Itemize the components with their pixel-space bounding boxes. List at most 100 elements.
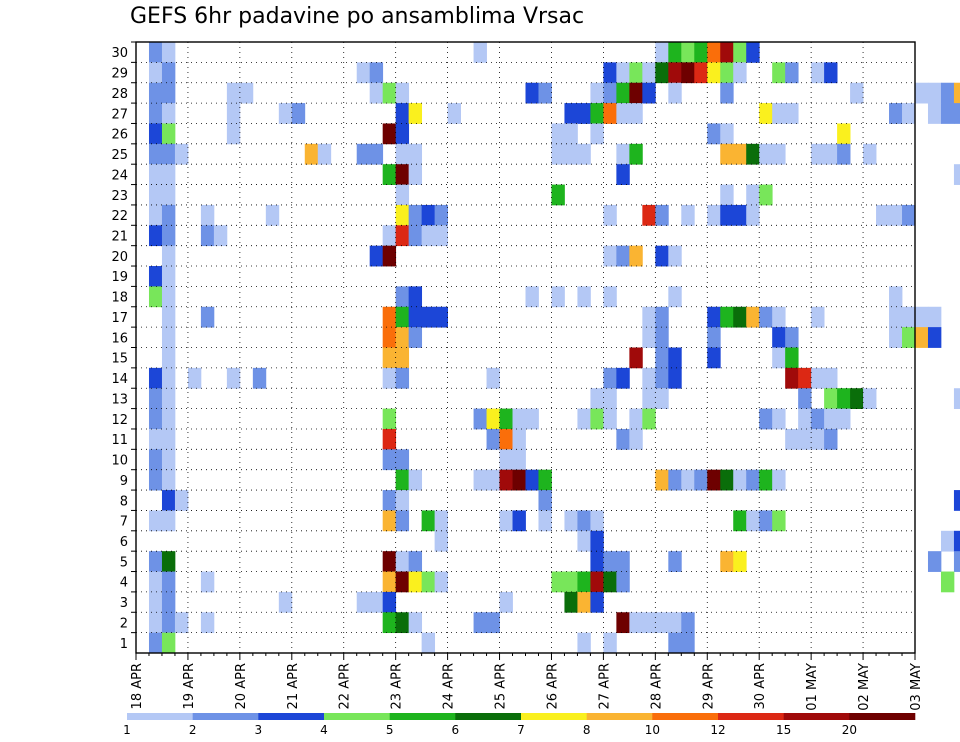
heatmap-cell [395,612,410,634]
heatmap-cell [707,123,721,145]
heatmap-cell [590,82,604,104]
heatmap-cell [551,571,565,593]
heatmap-cell [927,82,942,104]
heatmap-cell [200,571,215,593]
heatmap-cell [421,632,436,654]
heatmap-cell [161,510,176,532]
heatmap-cell [720,143,734,165]
heatmap-cell [642,408,656,430]
heatmap-cell [668,245,682,267]
colorbar-label: 20 [842,723,857,737]
heatmap-cell [278,591,293,613]
heatmap-cell [772,327,786,348]
heatmap-cell [889,204,903,226]
heatmap-cell [694,62,708,84]
heatmap-cell [382,449,397,471]
heatmap-cell [161,245,176,267]
heatmap-cell [486,612,500,634]
heatmap-cell [408,286,423,308]
x-tick-label: 27 APR [597,663,612,709]
y-tick-label: 3 [120,596,128,611]
heatmap-cell [720,123,734,145]
x-tick-label: 28 APR [649,663,664,709]
heatmap-cell [616,143,630,165]
heatmap-cell [486,367,500,389]
heatmap-cell [798,408,812,430]
heatmap-cell [499,428,513,450]
colorbar-label: 7 [517,723,525,737]
heatmap-cell [473,408,487,430]
heatmap-cell [863,388,877,409]
heatmap-cell [746,204,760,226]
heatmap-cell [382,428,397,450]
heatmap-cell [707,327,721,348]
heatmap-cell [148,225,163,247]
colorbar: 1 2 3 4 5 6 7 8 10 12 15 20 [123,713,916,737]
heatmap-cell [265,204,280,226]
colorbar-label: 12 [710,723,725,737]
heatmap-cell [642,82,656,104]
heatmap-cell [889,286,903,308]
heatmap-cell [369,591,384,613]
heatmap-cell [824,428,838,450]
heatmap-cell [811,408,825,430]
heatmap-cell [486,408,500,430]
heatmap-cell [538,510,552,532]
heatmap-cell [694,469,708,491]
heatmap-cell [616,571,630,593]
heatmap-cell [889,103,903,124]
heatmap-cell [226,367,241,389]
heatmap-cell [395,184,410,206]
heatmap-cell [226,82,241,104]
heatmap-cell [434,204,448,226]
heatmap-cell [577,571,591,593]
heatmap-cell [148,469,163,491]
heatmap-cell [616,612,630,634]
heatmap-cell [395,286,410,308]
heatmap-cell [655,388,669,409]
heatmap-cell [655,327,669,348]
y-tick-label: 17 [111,311,128,326]
heatmap-cell [940,571,955,593]
x-tick-label: 25 APR [494,663,509,709]
heatmap-cell [824,367,838,389]
heatmap-cell [161,408,176,430]
heatmap-cell [720,42,734,63]
heatmap-cell [395,571,410,593]
heatmap-cell [759,510,773,532]
heatmap-cell [382,306,397,328]
heatmap-cell [148,204,163,226]
heatmap-cell [551,184,565,206]
heatmap-cell [668,42,682,63]
heatmap-cell [746,469,760,491]
heatmap-cell [161,632,176,654]
x-tick-label: 19 APR [182,663,197,709]
heatmap-cell [603,245,617,267]
y-tick-label: 8 [120,494,128,509]
heatmap-cell [746,184,760,206]
heatmap-cell [668,612,682,634]
colorbar-label: 3 [255,723,263,737]
heatmap-cell [525,469,539,491]
heatmap-cell [953,82,960,104]
heatmap-cell [927,306,942,328]
heatmap-cell [876,204,890,226]
heatmap-cell [824,62,838,84]
y-tick-label: 26 [111,128,128,143]
heatmap-cell [577,530,591,552]
heatmap-cell [927,103,942,124]
heatmap-cell [148,82,163,104]
heatmap-cell [161,204,176,226]
colorbar-segment [586,713,653,720]
heatmap-cell [161,388,176,409]
colorbar-segment [127,713,193,720]
heatmap-cell [785,103,799,124]
heatmap-cell [395,204,410,226]
heatmap-cell [772,143,786,165]
heatmap-cell [499,408,513,430]
heatmap-cell [889,306,903,328]
y-tick-label: 24 [111,168,128,183]
heatmap-cell [564,103,578,124]
heatmap-cell [408,571,423,593]
y-tick-label: 4 [120,576,128,591]
